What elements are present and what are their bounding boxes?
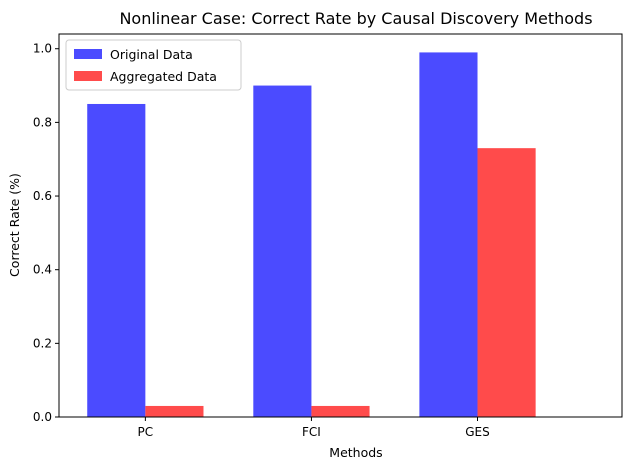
bar-ges-original-data bbox=[419, 52, 478, 418]
y-tick-label: 0.0 bbox=[33, 410, 52, 424]
bar-ges-aggregated-data bbox=[477, 148, 536, 418]
y-tick-label: 0.6 bbox=[33, 189, 52, 203]
y-tick-label: 0.2 bbox=[33, 336, 52, 350]
y-axis: 0.0 0.2 0.4 0.6 0.8 1.0 bbox=[33, 42, 59, 424]
legend-label-aggregated-data: Aggregated Data bbox=[110, 69, 217, 84]
bar-fci-aggregated-data bbox=[311, 405, 370, 417]
legend-box bbox=[65, 39, 242, 91]
y-tick-label: 1.0 bbox=[33, 42, 52, 56]
bar-pc-original-data bbox=[87, 103, 146, 417]
y-axis-label: Correct Rate (%) bbox=[7, 173, 22, 277]
x-tick-label-pc: PC bbox=[138, 425, 154, 439]
x-axis: PC FCI GES bbox=[138, 417, 490, 439]
chart-title: Nonlinear Case: Correct Rate by Causal D… bbox=[119, 9, 592, 28]
x-tick-label-ges: GES bbox=[465, 425, 490, 439]
legend: Original Data Aggregated Data bbox=[65, 39, 242, 91]
y-tick-label: 0.8 bbox=[33, 115, 52, 129]
bar-pc-aggregated-data bbox=[145, 405, 204, 417]
x-axis-label: Methods bbox=[329, 445, 382, 460]
bar-fci-original-data bbox=[253, 85, 312, 418]
y-tick-label: 0.4 bbox=[33, 263, 52, 277]
plot-frame bbox=[58, 33, 623, 418]
legend-swatch-original-data bbox=[74, 49, 102, 59]
legend-label-original-data: Original Data bbox=[110, 47, 193, 62]
legend-swatch-aggregated-data bbox=[74, 71, 102, 81]
bars-group bbox=[87, 52, 536, 418]
x-tick-label-fci: FCI bbox=[302, 425, 321, 439]
